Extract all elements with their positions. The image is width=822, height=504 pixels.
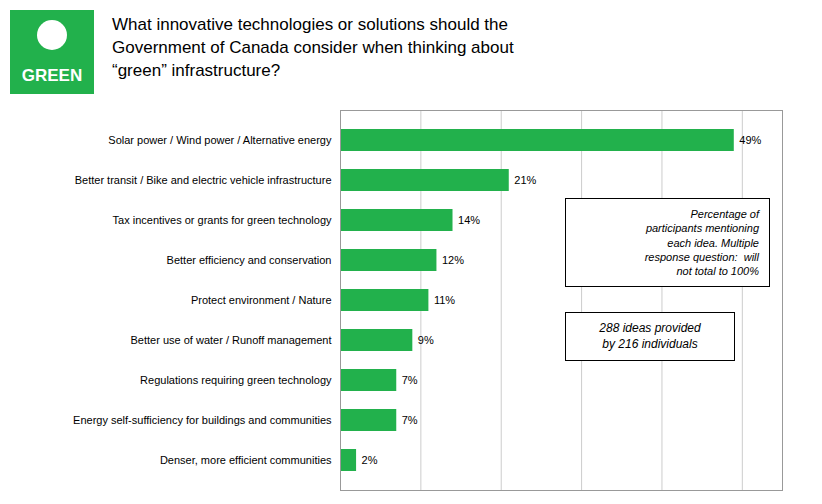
svg-text:Better use of water / Runoff m: Better use of water / Runoff management <box>131 334 332 346</box>
svg-text:Regulations requiring green te: Regulations requiring green technology <box>140 374 332 386</box>
svg-text:Energy self-sufficiency for bu: Energy self-sufficiency for buildings an… <box>73 414 332 426</box>
svg-text:Protect environment / Nature: Protect environment / Nature <box>191 294 332 306</box>
svg-text:12%: 12% <box>442 254 464 266</box>
html-text:Government of Canada consider: Government of Canada consider when think… <box>112 37 514 57</box>
svg-text:9%: 9% <box>418 334 434 346</box>
html-text:What innovative technologies o: What innovative technologies or solution… <box>112 15 508 34</box>
svg-text:21%: 21% <box>514 174 536 186</box>
svg-text:2%: 2% <box>362 454 378 466</box>
html-text:288 ideas provided by 216 indi: 288 ideas provided by 216 individuals <box>599 321 701 351</box>
svg-text:49%: 49% <box>739 134 761 146</box>
svg-text:Tax incentives or grants for g: Tax incentives or grants for green techn… <box>113 214 332 226</box>
svg-text:7%: 7% <box>402 374 418 386</box>
svg-text:7%: 7% <box>402 414 418 426</box>
svg-text:11%: 11% <box>434 294 455 306</box>
svg-text:14%: 14% <box>458 214 480 226</box>
svg-text:Denser, more efficient communi: Denser, more efficient communities <box>160 454 332 466</box>
html-text:“green” infrastructure?: “green” infrastructure? <box>112 60 281 80</box>
html-text:GREEN: GREEN <box>21 66 83 85</box>
svg-text:Better transit / Bike and elec: Better transit / Bike and electric vehic… <box>75 174 332 186</box>
svg-text:Solar power / Wind power / Alt: Solar power / Wind power / Alternative e… <box>108 134 332 146</box>
svg-text:Better efficiency and conserva: Better efficiency and conservation <box>167 254 332 266</box>
html-text:Percentage of participants men: Percentage of participants mentioning ea… <box>644 208 759 278</box>
